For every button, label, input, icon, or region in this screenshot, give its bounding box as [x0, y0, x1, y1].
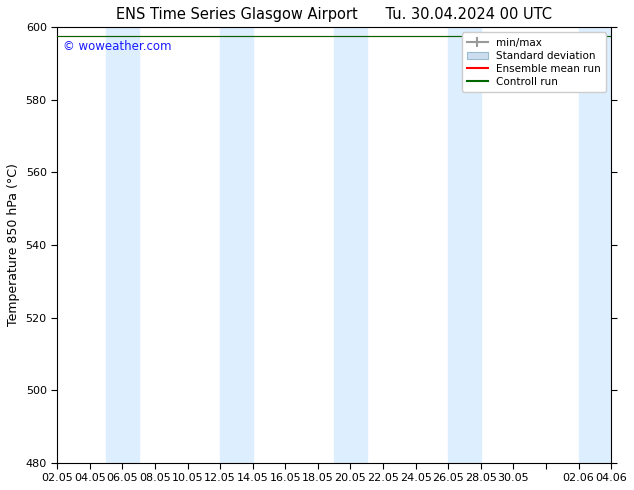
Text: © woweather.com: © woweather.com — [63, 40, 171, 53]
Bar — [448, 27, 481, 463]
Bar — [579, 27, 611, 463]
Title: ENS Time Series Glasgow Airport      Tu. 30.04.2024 00 UTC: ENS Time Series Glasgow Airport Tu. 30.0… — [116, 7, 552, 22]
Bar — [334, 27, 366, 463]
Legend: min/max, Standard deviation, Ensemble mean run, Controll run: min/max, Standard deviation, Ensemble me… — [462, 32, 606, 92]
Bar — [106, 27, 139, 463]
Y-axis label: Temperature 850 hPa (°C): Temperature 850 hPa (°C) — [7, 164, 20, 326]
Bar — [220, 27, 253, 463]
